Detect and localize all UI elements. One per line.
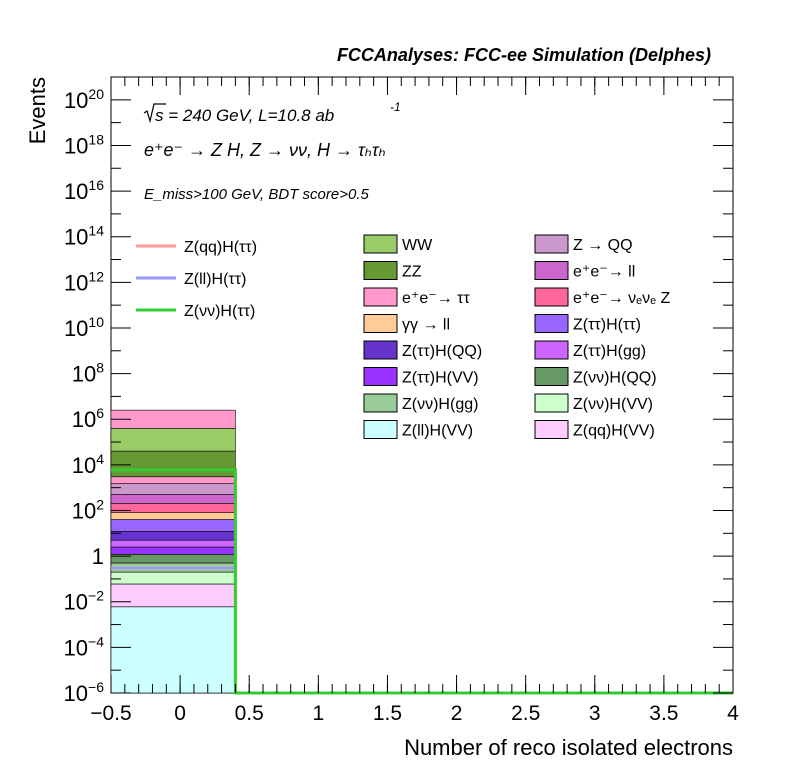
x-axis-ticks: −0.5 0 0.5 1 1.5 2 2.5 3 3.5 4 (90, 77, 739, 725)
legend-label: Z(ττ)H(ττ) (573, 317, 641, 334)
legend-swatch (363, 314, 398, 333)
bar-segment-7 (110, 531, 236, 541)
y-tick-label: 10−6 (64, 679, 105, 706)
legend-swatch (363, 234, 398, 254)
annotation-process: e⁺e⁻ → Z H, Z → νν, H → τₕτₕ (144, 140, 386, 160)
y-tick-label: 1 (92, 544, 104, 569)
x-tick-label: −0.5 (90, 702, 131, 725)
legend-label: WW (402, 237, 433, 254)
y-tick-label: 1010 (64, 314, 104, 341)
legend-swatch (534, 234, 569, 254)
y-tick-label: 1020 (64, 86, 104, 113)
x-tick-label: 3 (589, 702, 601, 725)
y-tick-label: 1014 (64, 223, 104, 250)
bar-segment-1 (110, 583, 236, 608)
bar-segment-13 (110, 476, 236, 484)
y-axis-ticks: 10−6 10−4 10−2 1 102 104 106 108 1010 1012 1014 101… (64, 76, 733, 706)
legend-label: e⁺e⁻→ ττ (402, 290, 470, 307)
x-tick-label: 2 (451, 702, 463, 725)
bar-segment-12 (110, 483, 236, 495)
bar-segment-10 (110, 503, 236, 513)
legend-label: Z(νν)H(gg) (402, 396, 478, 413)
legend-label: Z(ττ)H(VV) (402, 370, 479, 387)
legend-label: Z(νν)H(QQ) (573, 370, 657, 387)
legend-swatch (363, 367, 398, 386)
bar-segment-5 (110, 546, 236, 555)
y-tick-label: 108 (72, 360, 104, 387)
bar-segment-4 (110, 554, 236, 564)
legend-label: γγ → ll (402, 317, 450, 334)
bar-segment-14 (110, 450, 236, 478)
bar-segment-8 (110, 519, 236, 532)
y-tick-label: 102 (72, 496, 104, 523)
legend-column-2: Z → QQ e⁺e⁻→ ll e⁺e⁻→ νₑνₑ Z Z(ττ)H(ττ) Z(ττ… (534, 234, 670, 440)
bar-segment-15 (110, 428, 236, 452)
bar-segment-11 (110, 494, 236, 504)
legend-swatch (534, 340, 569, 360)
bar-segment-6 (110, 539, 236, 548)
legend-label: Z(ττ)H(QQ) (402, 343, 482, 360)
x-tick-label: 1.5 (373, 702, 402, 725)
legend-swatch (363, 261, 398, 280)
svg-text:s = 240 GeV, L=10.8 ab: s = 240 GeV, L=10.8 ab (155, 106, 334, 125)
legend-label: e⁺e⁻→ ll (573, 264, 635, 281)
legend-swatch (534, 287, 569, 307)
sqrt-symbol (143, 103, 166, 124)
chart-title: FCCAnalyses: FCC-ee Simulation (Delphes) (337, 45, 711, 65)
annotation-energy: s = 240 GeV, L=10.8 ab -1 (143, 100, 401, 125)
legend-swatch (534, 393, 569, 413)
svg-text:-1: -1 (390, 100, 401, 114)
legend-swatch (363, 287, 398, 307)
legend-swatch (534, 314, 569, 333)
legend-swatch (363, 393, 398, 413)
y-tick-label: 1016 (64, 177, 104, 204)
bar-segment-9 (110, 512, 236, 520)
x-tick-label: 4 (727, 702, 739, 725)
bar-segment-0 (110, 606, 236, 694)
legend-label: ZZ (402, 264, 422, 281)
legend-swatch (534, 420, 569, 439)
legend-label: e⁺e⁻→ νₑνₑ Z (573, 290, 670, 307)
y-tick-label: 1012 (64, 268, 104, 295)
x-tick-label: 2.5 (511, 702, 540, 725)
y-tick-label: 10−4 (64, 633, 105, 660)
x-tick-label: 1 (312, 702, 324, 725)
legend-label: Z → QQ (573, 237, 633, 254)
y-tick-label: 106 (72, 405, 104, 432)
legend-column-1: WW ZZ e⁺e⁻→ ττ γγ → ll Z(ττ)H(QQ) Z(ττ)H(VV) Z… (363, 234, 482, 440)
legend-line-label: Z(qq)H(ττ) (184, 239, 257, 256)
annotation-selection: E_miss>100 GeV, BDT score>0.5 (144, 186, 369, 203)
legend-label: Z(ττ)H(gg) (573, 343, 646, 360)
legend-swatch (534, 261, 569, 280)
legend-line-label: Z(νν)H(ττ) (184, 303, 255, 320)
bar-segment-2 (110, 571, 236, 585)
legend-label: Z(ll)H(VV) (402, 423, 473, 440)
x-axis-label: Number of reco isolated electrons (404, 735, 733, 760)
y-tick-label: 10−2 (64, 588, 105, 615)
legend-line-label: Z(ll)H(ττ) (184, 271, 246, 288)
legend-label: Z(νν)H(VV) (573, 396, 653, 413)
y-axis-label: Events (25, 77, 50, 144)
legend-signal: Z(qq)H(ττ) Z(ll)H(ττ) Z(νν)H(ττ) (136, 239, 257, 320)
legend-label: Z(qq)H(VV) (573, 423, 655, 440)
x-tick-label: 0 (174, 702, 186, 725)
legend-swatch (534, 367, 569, 386)
y-tick-label: 104 (72, 451, 104, 478)
legend-swatch (363, 420, 398, 439)
histogram-stack (110, 409, 236, 694)
legend-swatch (363, 340, 398, 360)
x-tick-label: 0.5 (235, 702, 264, 725)
x-tick-label: 3.5 (649, 702, 678, 725)
y-tick-label: 1018 (64, 131, 104, 158)
